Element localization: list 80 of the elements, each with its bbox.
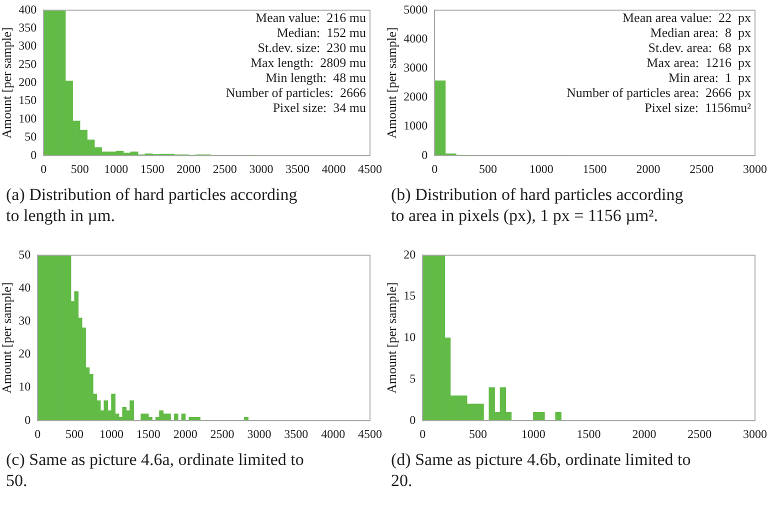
annotation: Mean area value: 22 px bbox=[622, 10, 752, 26]
y-tick-label: 5000 bbox=[404, 2, 428, 16]
y-tick-label: 15 bbox=[404, 288, 416, 303]
y-tick-label: 0 bbox=[410, 412, 416, 427]
y-tick-label: 30 bbox=[18, 314, 31, 328]
x-tick-label: 2500 bbox=[688, 426, 712, 441]
x-tick-label: 1000 bbox=[104, 162, 128, 176]
x-tick-label: 1000 bbox=[521, 426, 546, 441]
x-tick-label: 2500 bbox=[690, 162, 714, 176]
x-tick-label: 1500 bbox=[140, 162, 164, 176]
x-tick-label: 3000 bbox=[249, 162, 274, 176]
x-tick-label: 2000 bbox=[636, 162, 660, 176]
text: (c) Same as picture 4.6a, ordinate limited to 50. bbox=[6, 449, 305, 491]
y-tick-label: 300 bbox=[18, 38, 37, 53]
annotation: Number of particles: 2666 bbox=[226, 85, 366, 100]
y-axis-title: Amount [per sample] bbox=[384, 27, 400, 138]
x-tick-label: 1000 bbox=[99, 426, 124, 441]
annotation: Mean value: 216 mu bbox=[256, 10, 366, 26]
annotation: Min area: 1 px bbox=[668, 70, 752, 86]
y-tick-label: 0 bbox=[24, 412, 31, 427]
y-tick-label: 250 bbox=[18, 56, 37, 71]
x-tick-label: 0 bbox=[40, 162, 47, 176]
x-tick-label: 1500 bbox=[576, 426, 601, 441]
y-tick-label: 5 bbox=[410, 371, 416, 386]
annotation: Number of particles area: 2666 px bbox=[566, 85, 752, 100]
y-tick-label: 4000 bbox=[404, 31, 428, 46]
text: (d) Same as picture 4.6b, ordinate limited to 20. bbox=[391, 449, 691, 491]
annotation: Max length: 2809 mu bbox=[250, 55, 366, 70]
y-tick-label: 10 bbox=[18, 380, 31, 394]
annotation: St.dev. size: 230 mu bbox=[258, 40, 366, 56]
x-tick-label: 3000 bbox=[743, 426, 767, 441]
y-tick-label: 0 bbox=[30, 148, 37, 162]
y-axis-title: Amount [per sample] bbox=[0, 27, 14, 138]
y-tick-label: 100 bbox=[18, 111, 37, 126]
x-tick-label: 500 bbox=[66, 426, 84, 441]
text: (a) Distribution of hard particles according to length in µm. bbox=[6, 184, 298, 226]
y-tick-label: 50 bbox=[24, 130, 37, 144]
text: (b) Distribution of hard particles according to area in pixels (px), 1 px = 1156 µm². bbox=[391, 184, 684, 226]
y-tick-label: 20 bbox=[404, 247, 416, 262]
y-tick-label: 1000 bbox=[404, 118, 428, 133]
x-tick-label: 0 bbox=[432, 162, 438, 176]
x-tick-label: 1500 bbox=[136, 426, 160, 441]
x-tick-label: 2500 bbox=[210, 426, 234, 441]
annotation: Max area: 1216 px bbox=[646, 55, 752, 70]
annotation: St.dev. area: 68 px bbox=[648, 40, 752, 56]
x-tick-label: 500 bbox=[469, 426, 487, 441]
x-tick-label: 4000 bbox=[321, 426, 346, 441]
y-tick-label: 150 bbox=[18, 93, 37, 108]
x-tick-label: 2000 bbox=[632, 426, 656, 441]
x-tick-label: 3000 bbox=[247, 426, 272, 441]
y-axis-title: Amount [per sample] bbox=[0, 282, 14, 394]
x-tick-label: 4500 bbox=[358, 162, 382, 176]
annotation: Pixel size: 1156mu² bbox=[644, 100, 752, 116]
x-tick-label: 4000 bbox=[322, 162, 346, 176]
x-tick-label: 1000 bbox=[529, 162, 554, 176]
annotation: Median: 152 mu bbox=[276, 25, 366, 40]
y-axis-title: Amount [per sample] bbox=[384, 282, 400, 394]
x-tick-label: 3000 bbox=[743, 162, 767, 176]
y-tick-label: 2000 bbox=[404, 90, 428, 104]
annotation: Min length: 48 mu bbox=[266, 70, 366, 86]
x-tick-label: 1500 bbox=[582, 162, 607, 176]
y-tick-label: 0 bbox=[422, 148, 428, 162]
annotation: Median area: 8 px bbox=[650, 25, 752, 40]
y-tick-label: 50 bbox=[18, 247, 31, 262]
x-tick-label: 2000 bbox=[176, 162, 201, 176]
y-tick-label: 10 bbox=[404, 330, 416, 344]
y-tick-label: 20 bbox=[18, 346, 31, 361]
x-tick-label: 500 bbox=[70, 162, 89, 176]
y-tick-label: 400 bbox=[18, 2, 37, 16]
annotation: Pixel size: 34 mu bbox=[272, 100, 366, 116]
x-tick-label: 4500 bbox=[358, 426, 382, 441]
x-tick-label: 3500 bbox=[285, 162, 310, 176]
x-tick-label: 500 bbox=[479, 162, 497, 176]
y-tick-label: 350 bbox=[18, 20, 37, 35]
y-tick-label: 200 bbox=[18, 75, 37, 90]
x-tick-label: 2500 bbox=[212, 162, 237, 176]
x-tick-label: 2000 bbox=[173, 426, 198, 441]
y-tick-label: 40 bbox=[18, 280, 31, 294]
y-tick-label: 3000 bbox=[404, 60, 428, 75]
x-tick-label: 3500 bbox=[284, 426, 308, 441]
